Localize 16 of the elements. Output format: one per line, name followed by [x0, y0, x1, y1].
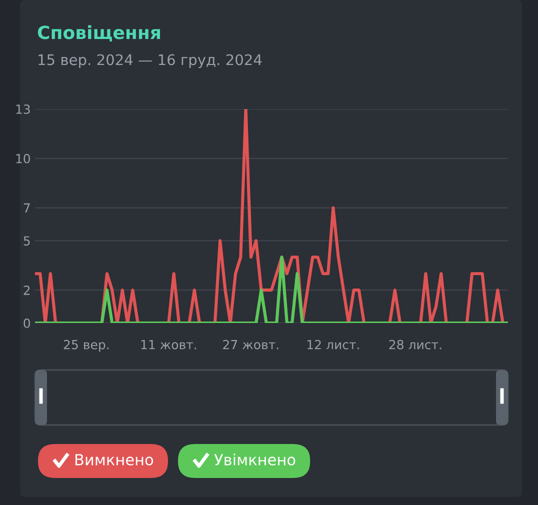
x-tick-label: 25 вер. [64, 340, 108, 352]
y-tick-label: 2 [24, 286, 30, 295]
chart-title: Сповіщення [38, 25, 160, 42]
text: Увімкнено [214, 454, 296, 466]
y-tick-label: 13 [16, 104, 30, 114]
y-tick-label: 5 [24, 236, 30, 246]
text: Вимкнено [76, 454, 154, 466]
x-tick-label: 11 жовт. [141, 340, 196, 350]
x-tick-label: 28 лист. [389, 340, 442, 350]
line-series [35, 256, 508, 323]
y-tick-label: 7 [24, 203, 30, 213]
y-tick-label: 0 [24, 318, 30, 328]
y-tick-label: 10 [16, 154, 30, 164]
x-tick-label: 27 жовт. [223, 340, 278, 350]
chart-subtitle: 15 вер. 2024 — 16 груд. 2024 [38, 54, 262, 68]
x-tick-label: 12 лист. [308, 340, 359, 350]
